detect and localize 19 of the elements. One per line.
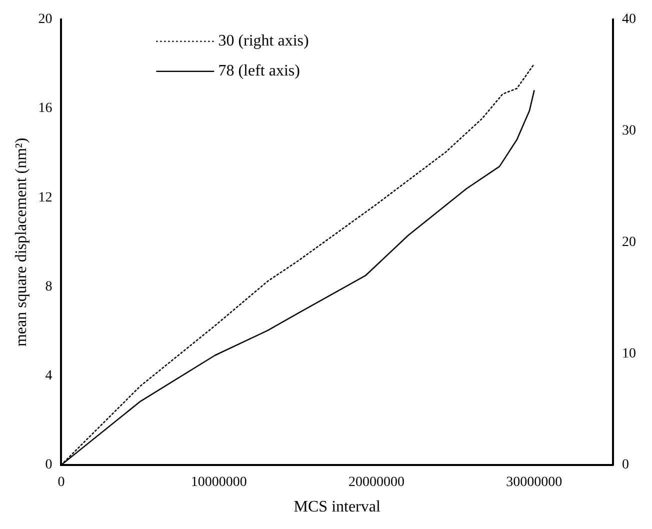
y-tick-label: 8 xyxy=(45,279,52,294)
y2-tick-label: 10 xyxy=(622,346,636,362)
y-tick-label: 16 xyxy=(38,101,52,116)
x-tick-label: 20000000 xyxy=(348,475,405,490)
y2-tick-label: 30 xyxy=(622,123,636,138)
y2-tick-label: 40 xyxy=(622,12,636,28)
y2-tick-label: 20 xyxy=(622,234,636,250)
y-tick-label: 12 xyxy=(38,190,52,206)
x-tick-label: 10000000 xyxy=(190,475,247,490)
y-axis-title: mean square displacement (nm²) xyxy=(12,138,30,347)
legend-label: 78 (left axis) xyxy=(218,62,300,80)
y-tick-label: 0 xyxy=(45,458,52,473)
y2-tick-label: 0 xyxy=(622,458,629,473)
x-axis-title: MCS interval xyxy=(294,498,381,516)
y-tick-label: 4 xyxy=(45,368,52,384)
legend-label: 30 (right axis) xyxy=(218,32,309,50)
x-tick-label: 30000000 xyxy=(506,475,562,490)
x-tick-label: 0 xyxy=(58,475,65,490)
y-tick-label: 20 xyxy=(38,12,52,28)
